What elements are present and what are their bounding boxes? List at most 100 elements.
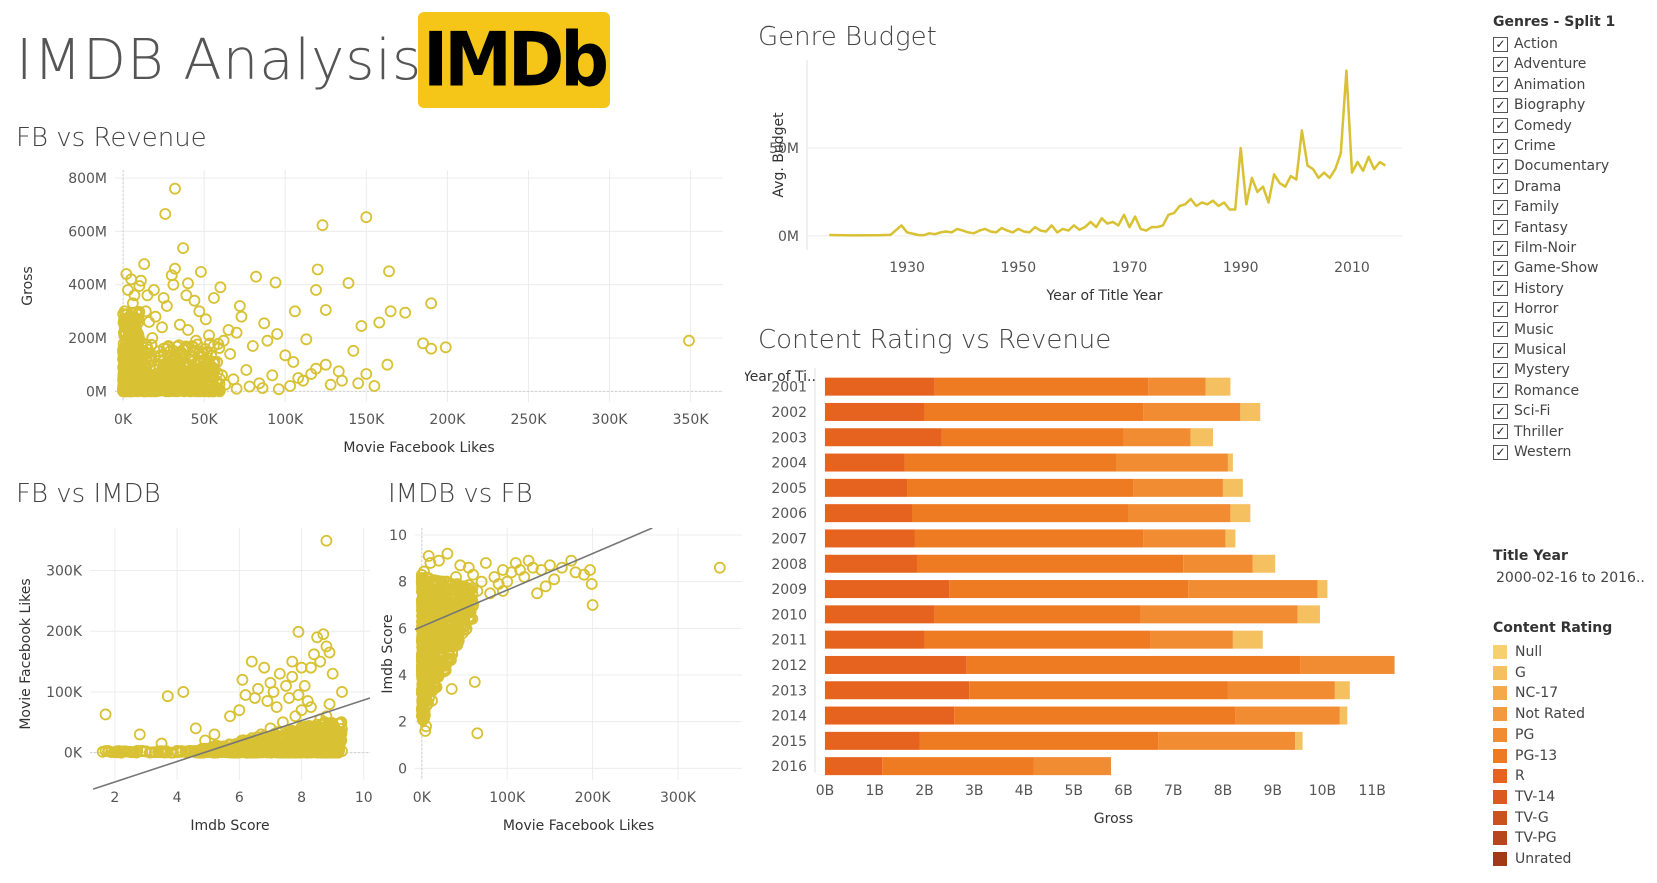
genre-filter-item[interactable]: ✓ Documentary: [1493, 156, 1609, 176]
x-axis-label: Imdb Score: [190, 818, 269, 834]
x-tick-label: 0K: [413, 790, 432, 806]
checkbox-icon[interactable]: ✓: [1493, 281, 1508, 297]
scatter-point: [314, 655, 327, 668]
checkbox-icon[interactable]: ✓: [1493, 36, 1508, 52]
checkbox-icon[interactable]: ✓: [1493, 56, 1508, 72]
genre-filter-item[interactable]: ✓ Adventure: [1493, 54, 1586, 74]
checkbox-icon[interactable]: ✓: [1493, 138, 1508, 154]
scatter-point: [122, 353, 135, 365]
checkbox-icon[interactable]: ✓: [1493, 342, 1508, 358]
bar-segment: [949, 580, 1189, 599]
legend-item[interactable]: PG-13: [1493, 746, 1557, 766]
scatter-point: [240, 364, 253, 376]
genre-filter-item[interactable]: ✓ Action: [1493, 34, 1558, 54]
genre-filter-item[interactable]: ✓ Mystery: [1493, 360, 1570, 380]
y-tick-label: 0M: [778, 229, 799, 245]
chart-fb-vs-imdb[interactable]: 0K 100K 200K 300K 2 4 6 8 10 Imdb Score Movie Face…: [0, 528, 380, 873]
scatter-point: [120, 268, 133, 280]
legend-item[interactable]: PG: [1493, 725, 1534, 745]
legend-item[interactable]: TV-14: [1493, 787, 1555, 807]
scatter-point: [501, 575, 514, 588]
scatter-point: [171, 340, 183, 353]
scatter-point: [417, 704, 430, 716]
legend-item[interactable]: NC-17: [1493, 683, 1558, 703]
legend-item[interactable]: R: [1493, 766, 1525, 786]
scatter-point: [433, 650, 445, 663]
scatter-point: [450, 571, 462, 583]
category-label: 2016: [771, 759, 807, 775]
genre-filter-item[interactable]: ✓ Fantasy: [1493, 218, 1568, 238]
checkbox-icon[interactable]: ✓: [1493, 424, 1508, 440]
scatter-point: [131, 313, 144, 326]
legend-swatch: [1493, 645, 1507, 659]
bar-segment: [1317, 580, 1328, 599]
scatter-point: [162, 340, 175, 352]
checkbox-icon[interactable]: ✓: [1493, 179, 1508, 195]
genre-filter-item[interactable]: ✓ Biography: [1493, 95, 1585, 115]
scatter-point: [171, 744, 184, 757]
bar-segment: [1334, 681, 1350, 700]
checkbox-icon[interactable]: ✓: [1493, 118, 1508, 134]
checkbox-icon[interactable]: ✓: [1493, 240, 1508, 256]
legend-item[interactable]: Null: [1493, 642, 1542, 662]
legend-item[interactable]: Not Rated: [1493, 704, 1585, 724]
genre-filter-item[interactable]: ✓ Family: [1493, 197, 1559, 217]
checkbox-icon[interactable]: ✓: [1493, 97, 1508, 113]
genre-filter-item[interactable]: ✓ Game-Show: [1493, 258, 1599, 278]
genre-filter-item[interactable]: ✓ Thriller: [1493, 422, 1563, 442]
bar-segment: [1033, 757, 1112, 776]
checkbox-icon[interactable]: ✓: [1493, 444, 1508, 460]
legend-item[interactable]: Unrated: [1493, 849, 1571, 869]
category-label: 2005: [771, 481, 807, 497]
scatter-point: [713, 561, 726, 574]
genre-filter-item[interactable]: ✓ Romance: [1493, 381, 1579, 401]
genre-filter-item[interactable]: ✓ Crime: [1493, 136, 1556, 156]
bar-segment: [914, 529, 1144, 548]
checkbox-icon[interactable]: ✓: [1493, 322, 1508, 338]
genre-filter-item[interactable]: ✓ Music: [1493, 320, 1554, 340]
y-tick-label: 4: [398, 668, 407, 684]
checkbox-icon[interactable]: ✓: [1493, 220, 1508, 236]
genre-filter-item[interactable]: ✓ Animation: [1493, 75, 1585, 95]
checkbox-icon[interactable]: ✓: [1493, 403, 1508, 419]
x-axis-label: Movie Facebook Likes: [343, 440, 494, 456]
genre-label: Music: [1514, 321, 1554, 338]
chart-fb-vs-revenue[interactable]: 0M 200M 400M 600M 800M 0K 50K 100K 150K 200K 250K 3…: [0, 160, 745, 485]
checkbox-icon[interactable]: ✓: [1493, 77, 1508, 93]
checkbox-icon[interactable]: ✓: [1493, 260, 1508, 276]
legend-item[interactable]: TV-PG: [1493, 828, 1557, 848]
category-label: 2001: [771, 380, 807, 396]
genre-filter-item[interactable]: ✓ Musical: [1493, 340, 1566, 360]
checkbox-icon[interactable]: ✓: [1493, 383, 1508, 399]
genre-filter-item[interactable]: ✓ Comedy: [1493, 116, 1572, 136]
checkbox-icon[interactable]: ✓: [1493, 301, 1508, 317]
genre-filter-item[interactable]: ✓ Film-Noir: [1493, 238, 1576, 258]
chart-content-rating[interactable]: 0B 1B 2B 3B 4B 5B 6B 7B 8B 9B 10B 11B Year of Ti.. Gr…: [745, 368, 1465, 873]
scatter-point: [214, 743, 227, 756]
scatter-point: [417, 337, 429, 350]
genre-filter-item[interactable]: ✓ Sci-Fi: [1493, 401, 1550, 421]
legend-item[interactable]: TV-G: [1493, 808, 1549, 828]
genre-filter-item[interactable]: ✓ History: [1493, 279, 1564, 299]
chart-genre-budget[interactable]: 0M 50M 1930 1950 1970 1990 2010 Year of Title Y…: [745, 60, 1435, 322]
genre-filter-item[interactable]: ✓ Western: [1493, 442, 1571, 462]
bar-segment: [1227, 453, 1233, 472]
genre-filter-item[interactable]: ✓ Horror: [1493, 299, 1558, 319]
checkbox-icon[interactable]: ✓: [1493, 199, 1508, 215]
checkbox-icon[interactable]: ✓: [1493, 158, 1508, 174]
scatter-point: [133, 728, 146, 741]
content-rating-legend-title: Content Rating: [1493, 620, 1613, 636]
genre-filter: Genres - Split 1 ✓ Action ✓ Adventure ✓ Anima…: [1493, 14, 1653, 464]
title-year-value[interactable]: 2000-02-16 to 2016..: [1496, 570, 1645, 586]
checkbox-icon[interactable]: ✓: [1493, 362, 1508, 378]
legend-swatch: [1493, 707, 1507, 722]
legend-swatch: [1493, 810, 1507, 825]
scatter-point: [505, 566, 518, 579]
scatter-point: [443, 607, 456, 620]
legend-item[interactable]: G: [1493, 663, 1526, 683]
genre-filter-item[interactable]: ✓ Drama: [1493, 177, 1561, 197]
scatter-point: [586, 599, 599, 611]
genre-label: Animation: [1514, 76, 1586, 93]
scatter-point: [418, 711, 431, 723]
